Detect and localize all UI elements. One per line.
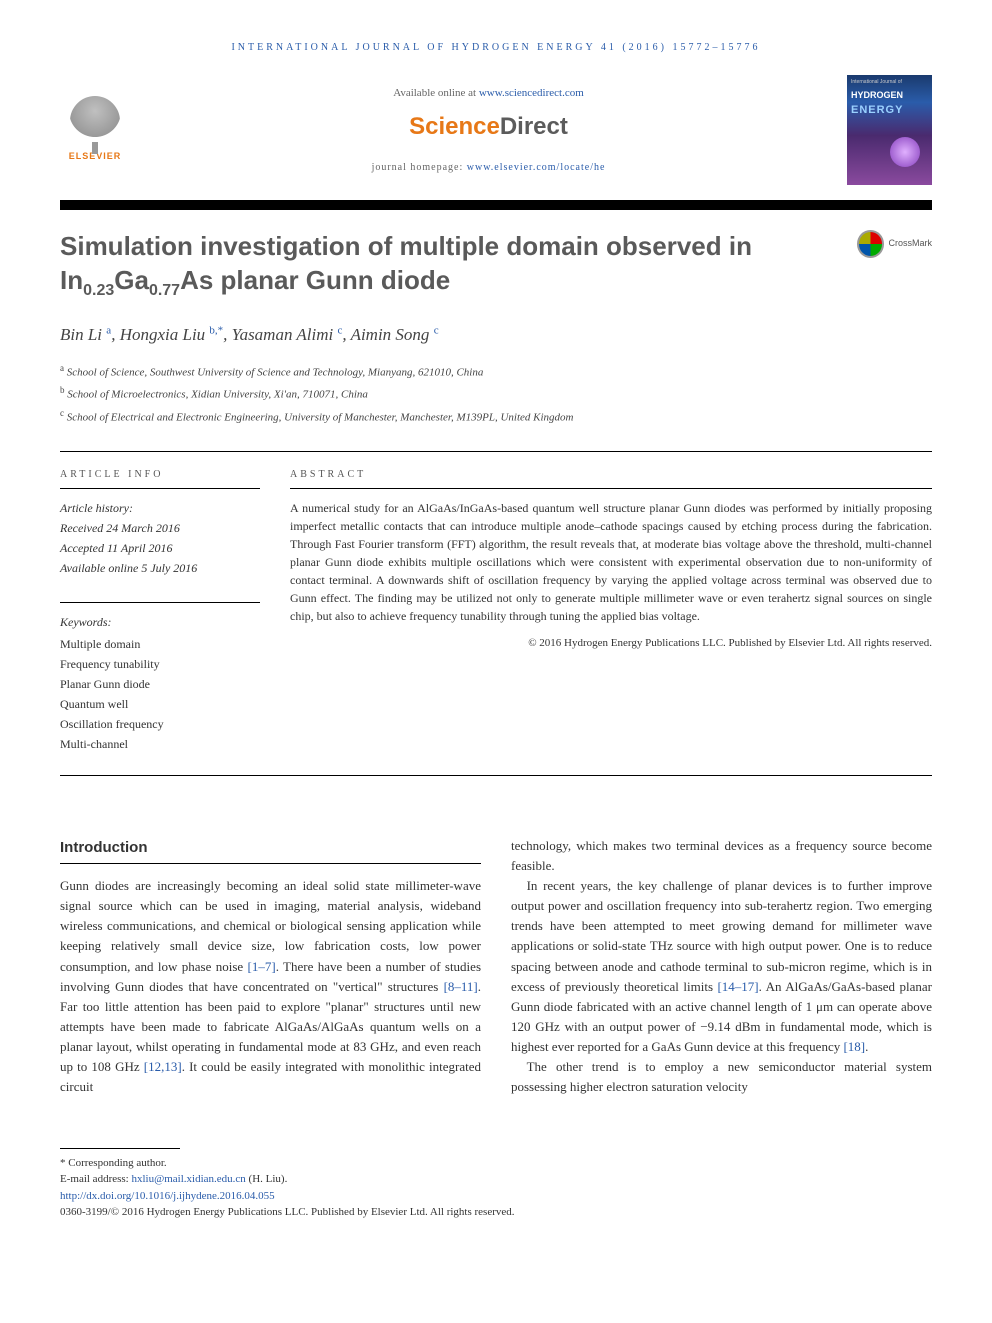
available-online-prefix: Available online at bbox=[393, 87, 479, 99]
divider bbox=[60, 488, 260, 489]
email-line: E-mail address: hxliu@mail.xidian.edu.cn… bbox=[60, 1171, 932, 1188]
abstract-label: ABSTRACT bbox=[290, 467, 932, 482]
body-paragraph: The other trend is to employ a new semic… bbox=[511, 1057, 932, 1097]
affiliation: c School of Electrical and Electronic En… bbox=[60, 407, 932, 426]
abstract-column: ABSTRACT A numerical study for an AlGaAs… bbox=[290, 467, 932, 755]
email-suffix: (H. Liu). bbox=[246, 1173, 288, 1185]
introduction-heading: Introduction bbox=[60, 836, 481, 864]
affiliations: a School of Science, Southwest Universit… bbox=[60, 362, 932, 425]
publisher-header: ELSEVIER Available online at www.science… bbox=[60, 75, 932, 185]
cover-graphic-icon bbox=[890, 137, 920, 167]
body-columns: Introduction Gunn diodes are increasingl… bbox=[60, 836, 932, 1098]
journal-homepage-line: journal homepage: www.elsevier.com/locat… bbox=[130, 160, 847, 175]
abstract-copyright: © 2016 Hydrogen Energy Publications LLC.… bbox=[290, 635, 932, 652]
cover-line2: HYDROGEN bbox=[851, 89, 928, 103]
title-row: Simulation investigation of multiple dom… bbox=[60, 230, 932, 302]
journal-cover-thumbnail[interactable]: International Journal of HYDROGEN ENERGY bbox=[847, 75, 932, 185]
center-header: Available online at www.sciencedirect.co… bbox=[130, 85, 847, 176]
cover-line3: ENERGY bbox=[851, 102, 928, 119]
keyword: Quantum well bbox=[60, 695, 260, 713]
keyword: Multi-channel bbox=[60, 735, 260, 753]
crossmark-badge[interactable]: CrossMark bbox=[857, 230, 932, 258]
keywords-label: Keywords: bbox=[60, 613, 260, 631]
article-history: Article history: Received 24 March 2016 … bbox=[60, 499, 260, 577]
cover-line1: International Journal of bbox=[851, 79, 928, 87]
corresponding-author-note: * Corresponding author. bbox=[60, 1155, 932, 1172]
doi-link[interactable]: http://dx.doi.org/10.1016/j.ijhydene.201… bbox=[60, 1190, 275, 1202]
body-paragraph: In recent years, the key challenge of pl… bbox=[511, 876, 932, 1057]
article-title: Simulation investigation of multiple dom… bbox=[60, 230, 857, 302]
body-paragraph: Gunn diodes are increasingly becoming an… bbox=[60, 876, 481, 1098]
body-paragraph: technology, which makes two terminal dev… bbox=[511, 836, 932, 876]
email-link[interactable]: hxliu@mail.xidian.edu.cn bbox=[131, 1173, 245, 1185]
history-received: Received 24 March 2016 bbox=[60, 519, 260, 537]
keyword: Planar Gunn diode bbox=[60, 675, 260, 693]
authors-line: Bin Li a, Hongxia Liu b,*, Yasaman Alimi… bbox=[60, 322, 932, 348]
issn-copyright: 0360-3199/© 2016 Hydrogen Energy Publica… bbox=[60, 1204, 932, 1221]
footnote-separator bbox=[60, 1148, 180, 1149]
body-left-column: Introduction Gunn diodes are increasingl… bbox=[60, 836, 481, 1098]
elsevier-tree-icon bbox=[70, 96, 120, 146]
elsevier-logo[interactable]: ELSEVIER bbox=[60, 90, 130, 170]
article-info-column: ARTICLE INFO Article history: Received 2… bbox=[60, 467, 260, 755]
divider bbox=[60, 602, 260, 603]
separator-bar bbox=[60, 200, 932, 210]
history-label: Article history: bbox=[60, 499, 260, 517]
keyword: Oscillation frequency bbox=[60, 715, 260, 733]
abstract-text: A numerical study for an AlGaAs/InGaAs-b… bbox=[290, 499, 932, 625]
divider bbox=[290, 488, 932, 489]
sd-part1: Science bbox=[409, 113, 500, 140]
history-online: Available online 5 July 2016 bbox=[60, 559, 260, 577]
crossmark-icon bbox=[857, 230, 884, 258]
article-info-label: ARTICLE INFO bbox=[60, 467, 260, 482]
sd-part2: Direct bbox=[500, 113, 568, 140]
info-abstract-section: ARTICLE INFO Article history: Received 2… bbox=[60, 451, 932, 776]
journal-homepage-prefix: journal homepage: bbox=[372, 162, 467, 173]
sciencedirect-link[interactable]: www.sciencedirect.com bbox=[479, 87, 584, 99]
crossmark-label: CrossMark bbox=[888, 237, 932, 251]
body-right-column: technology, which makes two terminal dev… bbox=[511, 836, 932, 1098]
available-online-line: Available online at www.sciencedirect.co… bbox=[130, 85, 847, 102]
keyword: Frequency tunability bbox=[60, 655, 260, 673]
journal-header: INTERNATIONAL JOURNAL OF HYDROGEN ENERGY… bbox=[60, 40, 932, 55]
affiliation: b School of Microelectronics, Xidian Uni… bbox=[60, 384, 932, 403]
sciencedirect-brand[interactable]: ScienceDirect bbox=[130, 109, 847, 145]
history-accepted: Accepted 11 April 2016 bbox=[60, 539, 260, 557]
affiliation: a School of Science, Southwest Universit… bbox=[60, 362, 932, 381]
keyword: Multiple domain bbox=[60, 635, 260, 653]
email-label: E-mail address: bbox=[60, 1173, 131, 1185]
journal-homepage-link[interactable]: www.elsevier.com/locate/he bbox=[467, 162, 606, 173]
keywords-block: Keywords: Multiple domain Frequency tuna… bbox=[60, 602, 260, 753]
footnotes: * Corresponding author. E-mail address: … bbox=[60, 1155, 932, 1221]
